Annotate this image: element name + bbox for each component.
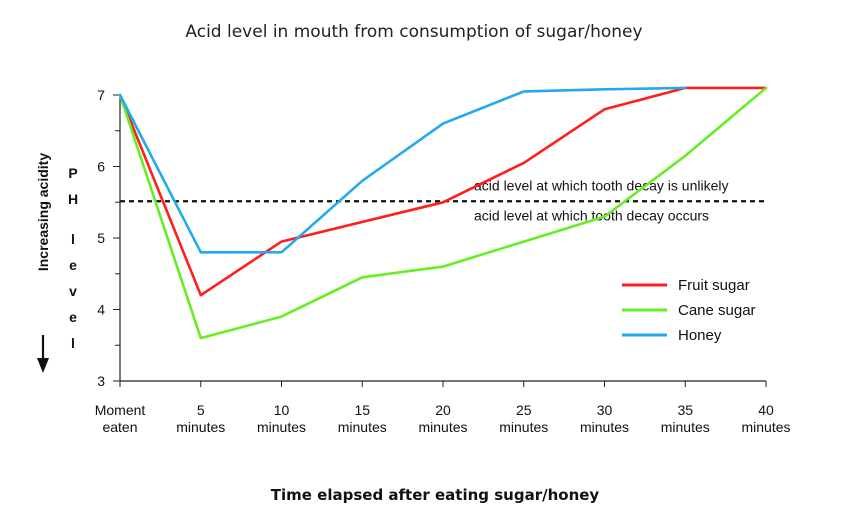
x-tick-label: 20 (435, 402, 451, 418)
x-tick-label: 5 (197, 402, 205, 418)
x-tick-label: 40 (758, 402, 774, 418)
legend-label: Fruit sugar (678, 277, 750, 294)
x-tick-label: 15 (354, 402, 370, 418)
legend-label: Honey (678, 327, 722, 344)
x-tick-label: 30 (597, 402, 613, 418)
legend: Fruit sugar Cane sugar Honey (622, 277, 756, 344)
x-tick-label: minutes (741, 419, 790, 435)
legend-label: Cane sugar (678, 302, 756, 319)
x-tick-label: minutes (176, 419, 225, 435)
threshold-label-above: acid level at which tooth decay is unlik… (474, 177, 728, 193)
x-axis-title: Time elapsed after eating sugar/honey (271, 486, 600, 504)
y-tick-label: 7 (97, 87, 105, 103)
x-tick-label: 10 (274, 402, 290, 418)
x-tick-label: minutes (580, 419, 629, 435)
series-line (118, 86, 687, 254)
threshold-group: acid level at which tooth decay is unlik… (120, 177, 766, 223)
x-tick-label: 25 (516, 402, 532, 418)
x-tick-label: minutes (257, 419, 306, 435)
y-tick-label: 5 (97, 230, 105, 246)
x-tick-label: Moment (95, 402, 146, 418)
x-tick-label: 35 (677, 402, 693, 418)
y-tick-label: 6 (97, 159, 105, 175)
axes: 34567Momenteaten5minutes10minutes15minut… (95, 87, 791, 435)
y-axis-title: Increasing acidity (35, 153, 51, 271)
chart-title: Acid level in mouth from consumption of … (185, 22, 642, 42)
y-axis-arrow-icon (37, 358, 49, 373)
x-tick-label: minutes (499, 419, 548, 435)
series-group (118, 86, 768, 340)
y-tick-label: 4 (97, 302, 105, 318)
x-tick-label: minutes (418, 419, 467, 435)
threshold-label-below: acid level at which tooth decay occurs (474, 207, 709, 223)
x-tick-label: eaten (102, 419, 137, 435)
y-tick-label: 3 (97, 373, 105, 389)
series-line (118, 86, 768, 340)
series-line (118, 86, 768, 297)
x-tick-label: minutes (338, 419, 387, 435)
x-tick-label: minutes (661, 419, 710, 435)
